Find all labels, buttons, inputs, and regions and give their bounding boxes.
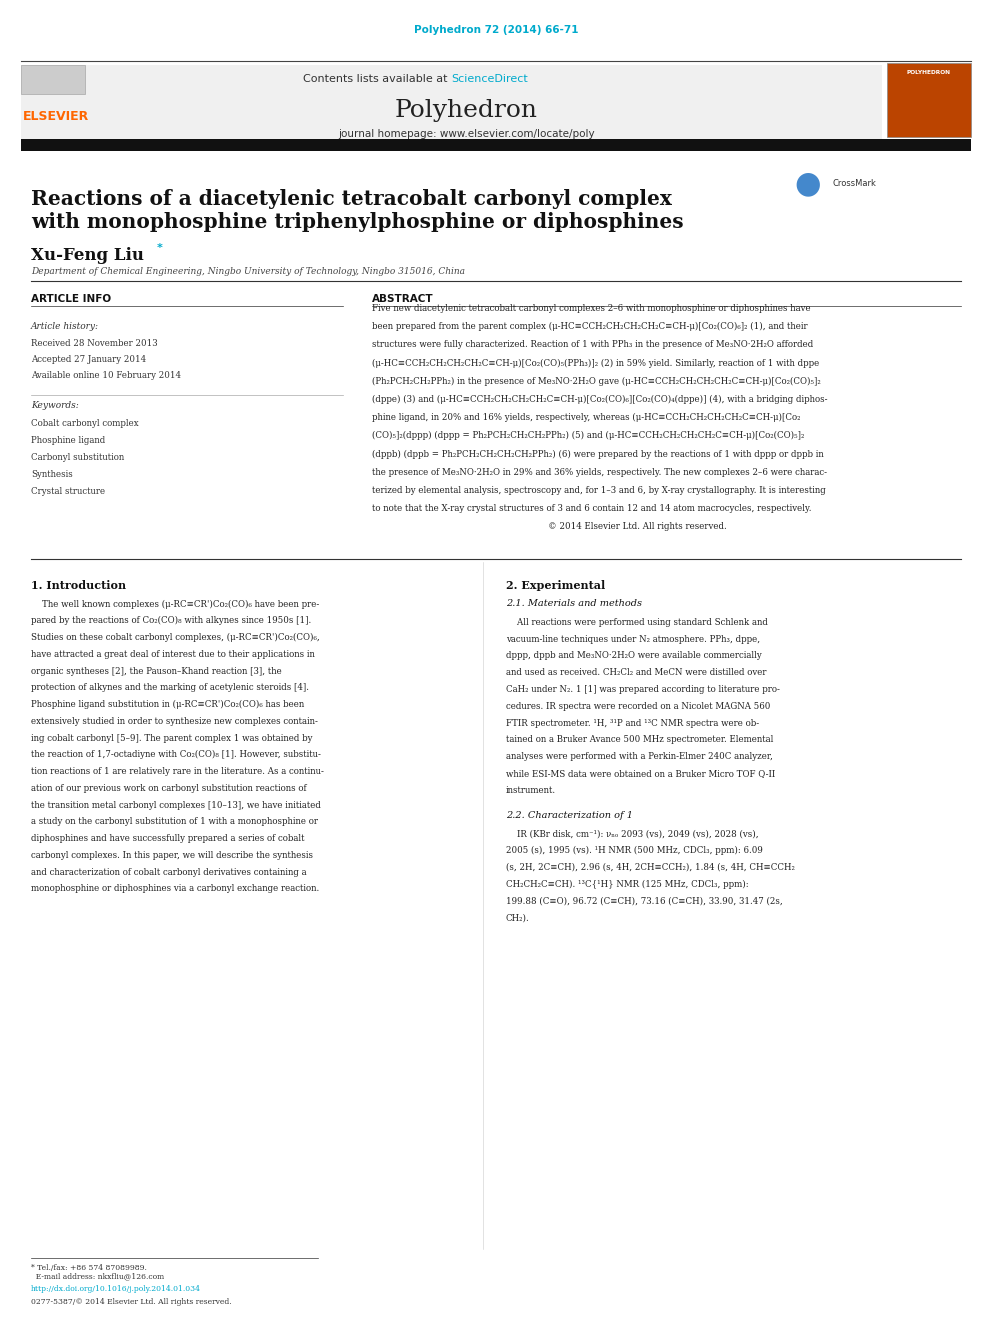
Text: a study on the carbonyl substitution of 1 with a monophosphine or: a study on the carbonyl substitution of …	[31, 818, 318, 827]
Text: The well known complexes (μ-RC≡CR')Co₂(CO)₆ have been pre-: The well known complexes (μ-RC≡CR')Co₂(C…	[31, 599, 319, 609]
Text: journal homepage: www.elsevier.com/locate/poly: journal homepage: www.elsevier.com/locat…	[338, 130, 594, 139]
FancyBboxPatch shape	[887, 64, 971, 138]
Text: 2005 (s), 1995 (vs). ¹H NMR (500 MHz, CDCl₃, ppm): 6.09: 2005 (s), 1995 (vs). ¹H NMR (500 MHz, CD…	[506, 845, 763, 855]
Text: *: *	[157, 243, 163, 253]
Text: 1. Introduction: 1. Introduction	[31, 579, 126, 590]
Text: Phosphine ligand substitution in (μ-RC≡CR')Co₂(CO)₆ has been: Phosphine ligand substitution in (μ-RC≡C…	[31, 700, 305, 709]
Text: the presence of Me₃NO·2H₂O in 29% and 36% yields, respectively. The new complexe: the presence of Me₃NO·2H₂O in 29% and 36…	[372, 468, 827, 476]
Text: Crystal structure: Crystal structure	[31, 487, 105, 496]
Text: © 2014 Elsevier Ltd. All rights reserved.: © 2014 Elsevier Ltd. All rights reserved…	[372, 523, 727, 532]
Text: ABSTRACT: ABSTRACT	[372, 295, 434, 304]
Text: 0277-5387/© 2014 Elsevier Ltd. All rights reserved.: 0277-5387/© 2014 Elsevier Ltd. All right…	[31, 1298, 232, 1306]
Text: Xu-Feng Liu: Xu-Feng Liu	[31, 247, 144, 265]
Text: (dppb) (dppb = Ph₂PCH₂CH₂CH₂CH₂PPh₂) (6) were prepared by the reactions of 1 wit: (dppb) (dppb = Ph₂PCH₂CH₂CH₂CH₂PPh₂) (6)…	[372, 450, 824, 459]
Text: analyses were performed with a Perkin-Elmer 240C analyzer,: analyses were performed with a Perkin-El…	[506, 751, 773, 761]
Text: Polyhedron: Polyhedron	[395, 99, 538, 122]
Text: Accepted 27 January 2014: Accepted 27 January 2014	[31, 355, 146, 364]
FancyBboxPatch shape	[21, 65, 85, 94]
Text: http://dx.doi.org/10.1016/j.poly.2014.01.034: http://dx.doi.org/10.1016/j.poly.2014.01…	[31, 1285, 201, 1293]
Text: instrument.: instrument.	[506, 786, 557, 795]
Text: Available online 10 February 2014: Available online 10 February 2014	[31, 370, 182, 380]
Text: dppp, dppb and Me₃NO·2H₂O were available commercially: dppp, dppb and Me₃NO·2H₂O were available…	[506, 651, 762, 660]
Text: Polyhedron 72 (2014) 66-71: Polyhedron 72 (2014) 66-71	[414, 25, 578, 36]
Text: the transition metal carbonyl complexes [10–13], we have initiated: the transition metal carbonyl complexes …	[31, 800, 321, 810]
Text: ●: ●	[795, 169, 821, 198]
Text: CH₂CH₂C≡CH). ¹³C{¹H} NMR (125 MHz, CDCl₃, ppm):: CH₂CH₂C≡CH). ¹³C{¹H} NMR (125 MHz, CDCl₃…	[506, 880, 749, 889]
Text: cedures. IR spectra were recorded on a Nicolet MAGNA 560: cedures. IR spectra were recorded on a N…	[506, 701, 770, 710]
Text: monophosphine or diphosphines via a carbonyl exchange reaction.: monophosphine or diphosphines via a carb…	[31, 885, 319, 893]
Text: IR (KBr disk, cm⁻¹): νₙₒ 2093 (vs), 2049 (vs), 2028 (vs),: IR (KBr disk, cm⁻¹): νₙₒ 2093 (vs), 2049…	[506, 830, 759, 839]
Text: and characterization of cobalt carbonyl derivatives containing a: and characterization of cobalt carbonyl …	[31, 868, 307, 877]
Text: ing cobalt carbonyl [5–9]. The parent complex 1 was obtained by: ing cobalt carbonyl [5–9]. The parent co…	[31, 733, 312, 742]
Text: (μ-HC≡CCH₂CH₂CH₂CH₂C≡CH-μ)[Co₂(CO)₅(PPh₃)]₂ (2) in 59% yield. Similarly, reactio: (μ-HC≡CCH₂CH₂CH₂CH₂C≡CH-μ)[Co₂(CO)₅(PPh₃…	[372, 359, 819, 368]
Text: 2. Experimental: 2. Experimental	[506, 579, 605, 590]
Text: Studies on these cobalt carbonyl complexes, (μ-RC≡CR')Co₂(CO)₆,: Studies on these cobalt carbonyl complex…	[31, 632, 319, 642]
Text: (s, 2H, 2C≡CH), 2.96 (s, 4H, 2CH≡CCH₂), 1.84 (s, 4H, CH≡CCH₂: (s, 2H, 2C≡CH), 2.96 (s, 4H, 2CH≡CCH₂), …	[506, 863, 795, 872]
Text: diphosphines and have successfully prepared a series of cobalt: diphosphines and have successfully prepa…	[31, 835, 305, 843]
Text: Article history:: Article history:	[31, 323, 99, 331]
Text: and used as received. CH₂Cl₂ and MeCN were distilled over: and used as received. CH₂Cl₂ and MeCN we…	[506, 668, 767, 677]
Text: tion reactions of 1 are relatively rare in the literature. As a continu-: tion reactions of 1 are relatively rare …	[31, 767, 324, 777]
Text: Five new diacetylenic tetracobalt carbonyl complexes 2–6 with monophosphine or d: Five new diacetylenic tetracobalt carbon…	[372, 304, 811, 312]
Text: * Tel./fax: +86 574 87089989.
  E-mail address: nkxfliu@126.com: * Tel./fax: +86 574 87089989. E-mail add…	[31, 1263, 165, 1281]
Text: Contents lists available at: Contents lists available at	[304, 74, 451, 83]
Text: Cobalt carbonyl complex: Cobalt carbonyl complex	[31, 418, 139, 427]
Text: (Ph₂PCH₂CH₂PPh₂) in the presence of Me₃NO·2H₂O gave (μ-HC≡CCH₂CH₂CH₂CH₂C≡CH-μ)[C: (Ph₂PCH₂CH₂PPh₂) in the presence of Me₃N…	[372, 377, 821, 386]
Text: to note that the X-ray crystal structures of 3 and 6 contain 12 and 14 atom macr: to note that the X-ray crystal structure…	[372, 504, 811, 513]
Text: FTIR spectrometer. ¹H, ³¹P and ¹³C NMR spectra were ob-: FTIR spectrometer. ¹H, ³¹P and ¹³C NMR s…	[506, 718, 759, 728]
Text: (dppe) (3) and (μ-HC≡CCH₂CH₂CH₂CH₂C≡CH-μ)[Co₂(CO)₆][Co₂(CO)₄(dppe)] (4), with a : (dppe) (3) and (μ-HC≡CCH₂CH₂CH₂CH₂C≡CH-μ…	[372, 394, 828, 404]
FancyBboxPatch shape	[21, 139, 971, 151]
Text: All reactions were performed using standard Schlenk and: All reactions were performed using stand…	[506, 618, 768, 627]
Text: Synthesis: Synthesis	[31, 470, 72, 479]
Text: pared by the reactions of Co₂(CO)₈ with alkynes since 1950s [1].: pared by the reactions of Co₂(CO)₈ with …	[31, 617, 311, 626]
Text: ation of our previous work on carbonyl substitution reactions of: ation of our previous work on carbonyl s…	[31, 785, 307, 792]
Text: Received 28 November 2013: Received 28 November 2013	[31, 340, 158, 348]
Text: CH₂).: CH₂).	[506, 913, 530, 922]
Text: 199.88 (C≡O), 96.72 (C≡CH), 73.16 (C≡CH), 33.90, 31.47 (2s,: 199.88 (C≡O), 96.72 (C≡CH), 73.16 (C≡CH)…	[506, 896, 783, 905]
Text: Reactions of a diacetylenic tetracobalt carbonyl complex
with monophosphine trip: Reactions of a diacetylenic tetracobalt …	[31, 189, 683, 232]
Text: ScienceDirect: ScienceDirect	[451, 74, 528, 83]
Text: (CO)₅]₂(dppp) (dppp = Ph₂PCH₂CH₂CH₂PPh₂) (5) and (μ-HC≡CCH₂CH₂CH₂CH₂C≡CH-μ)[Co₂(: (CO)₅]₂(dppp) (dppp = Ph₂PCH₂CH₂CH₂PPh₂)…	[372, 431, 805, 441]
Text: 2.1. Materials and methods: 2.1. Materials and methods	[506, 599, 642, 609]
Text: Phosphine ligand: Phosphine ligand	[31, 435, 105, 445]
Text: terized by elemental analysis, spectroscopy and, for 1–3 and 6, by X-ray crystal: terized by elemental analysis, spectrosc…	[372, 486, 826, 495]
Text: the reaction of 1,7-octadiyne with Co₂(CO)₈ [1]. However, substitu-: the reaction of 1,7-octadiyne with Co₂(C…	[31, 750, 321, 759]
Text: organic syntheses [2], the Pauson–Khand reaction [3], the: organic syntheses [2], the Pauson–Khand …	[31, 667, 282, 676]
Text: have attracted a great deal of interest due to their applications in: have attracted a great deal of interest …	[31, 650, 314, 659]
Text: protection of alkynes and the marking of acetylenic steroids [4].: protection of alkynes and the marking of…	[31, 683, 310, 692]
Text: phine ligand, in 20% and 16% yields, respectively, whereas (μ-HC≡CCH₂CH₂CH₂CH₂C≡: phine ligand, in 20% and 16% yields, res…	[372, 413, 801, 422]
Text: while ESI-MS data were obtained on a Bruker Micro TOF Q-II: while ESI-MS data were obtained on a Bru…	[506, 769, 775, 778]
Text: ELSEVIER: ELSEVIER	[23, 110, 89, 123]
Text: vacuum-line techniques under N₂ atmosphere. PPh₃, dppe,: vacuum-line techniques under N₂ atmosphe…	[506, 635, 760, 644]
Text: ARTICLE INFO: ARTICLE INFO	[31, 295, 111, 304]
FancyBboxPatch shape	[21, 65, 882, 140]
Text: CrossMark: CrossMark	[832, 179, 876, 188]
Text: structures were fully characterized. Reaction of 1 with PPh₃ in the presence of : structures were fully characterized. Rea…	[372, 340, 813, 349]
Text: Carbonyl substitution: Carbonyl substitution	[31, 452, 124, 462]
Text: Department of Chemical Engineering, Ningbo University of Technology, Ningbo 3150: Department of Chemical Engineering, Ning…	[31, 267, 465, 275]
Text: carbonyl complexes. In this paper, we will describe the synthesis: carbonyl complexes. In this paper, we wi…	[31, 851, 313, 860]
Text: POLYHEDRON: POLYHEDRON	[907, 70, 950, 75]
Text: Keywords:: Keywords:	[31, 401, 78, 410]
Text: been prepared from the parent complex (μ-HC≡CCH₂CH₂CH₂CH₂C≡CH-μ)[Co₂(CO)₆]₂ (1),: been prepared from the parent complex (μ…	[372, 321, 807, 331]
Text: 2.2. Characterization of 1: 2.2. Characterization of 1	[506, 811, 633, 820]
Text: CaH₂ under N₂. 1 [1] was prepared according to literature pro-: CaH₂ under N₂. 1 [1] was prepared accord…	[506, 685, 780, 695]
Text: extensively studied in order to synthesize new complexes contain-: extensively studied in order to synthesi…	[31, 717, 318, 726]
Text: tained on a Bruker Avance 500 MHz spectrometer. Elemental: tained on a Bruker Avance 500 MHz spectr…	[506, 736, 774, 745]
